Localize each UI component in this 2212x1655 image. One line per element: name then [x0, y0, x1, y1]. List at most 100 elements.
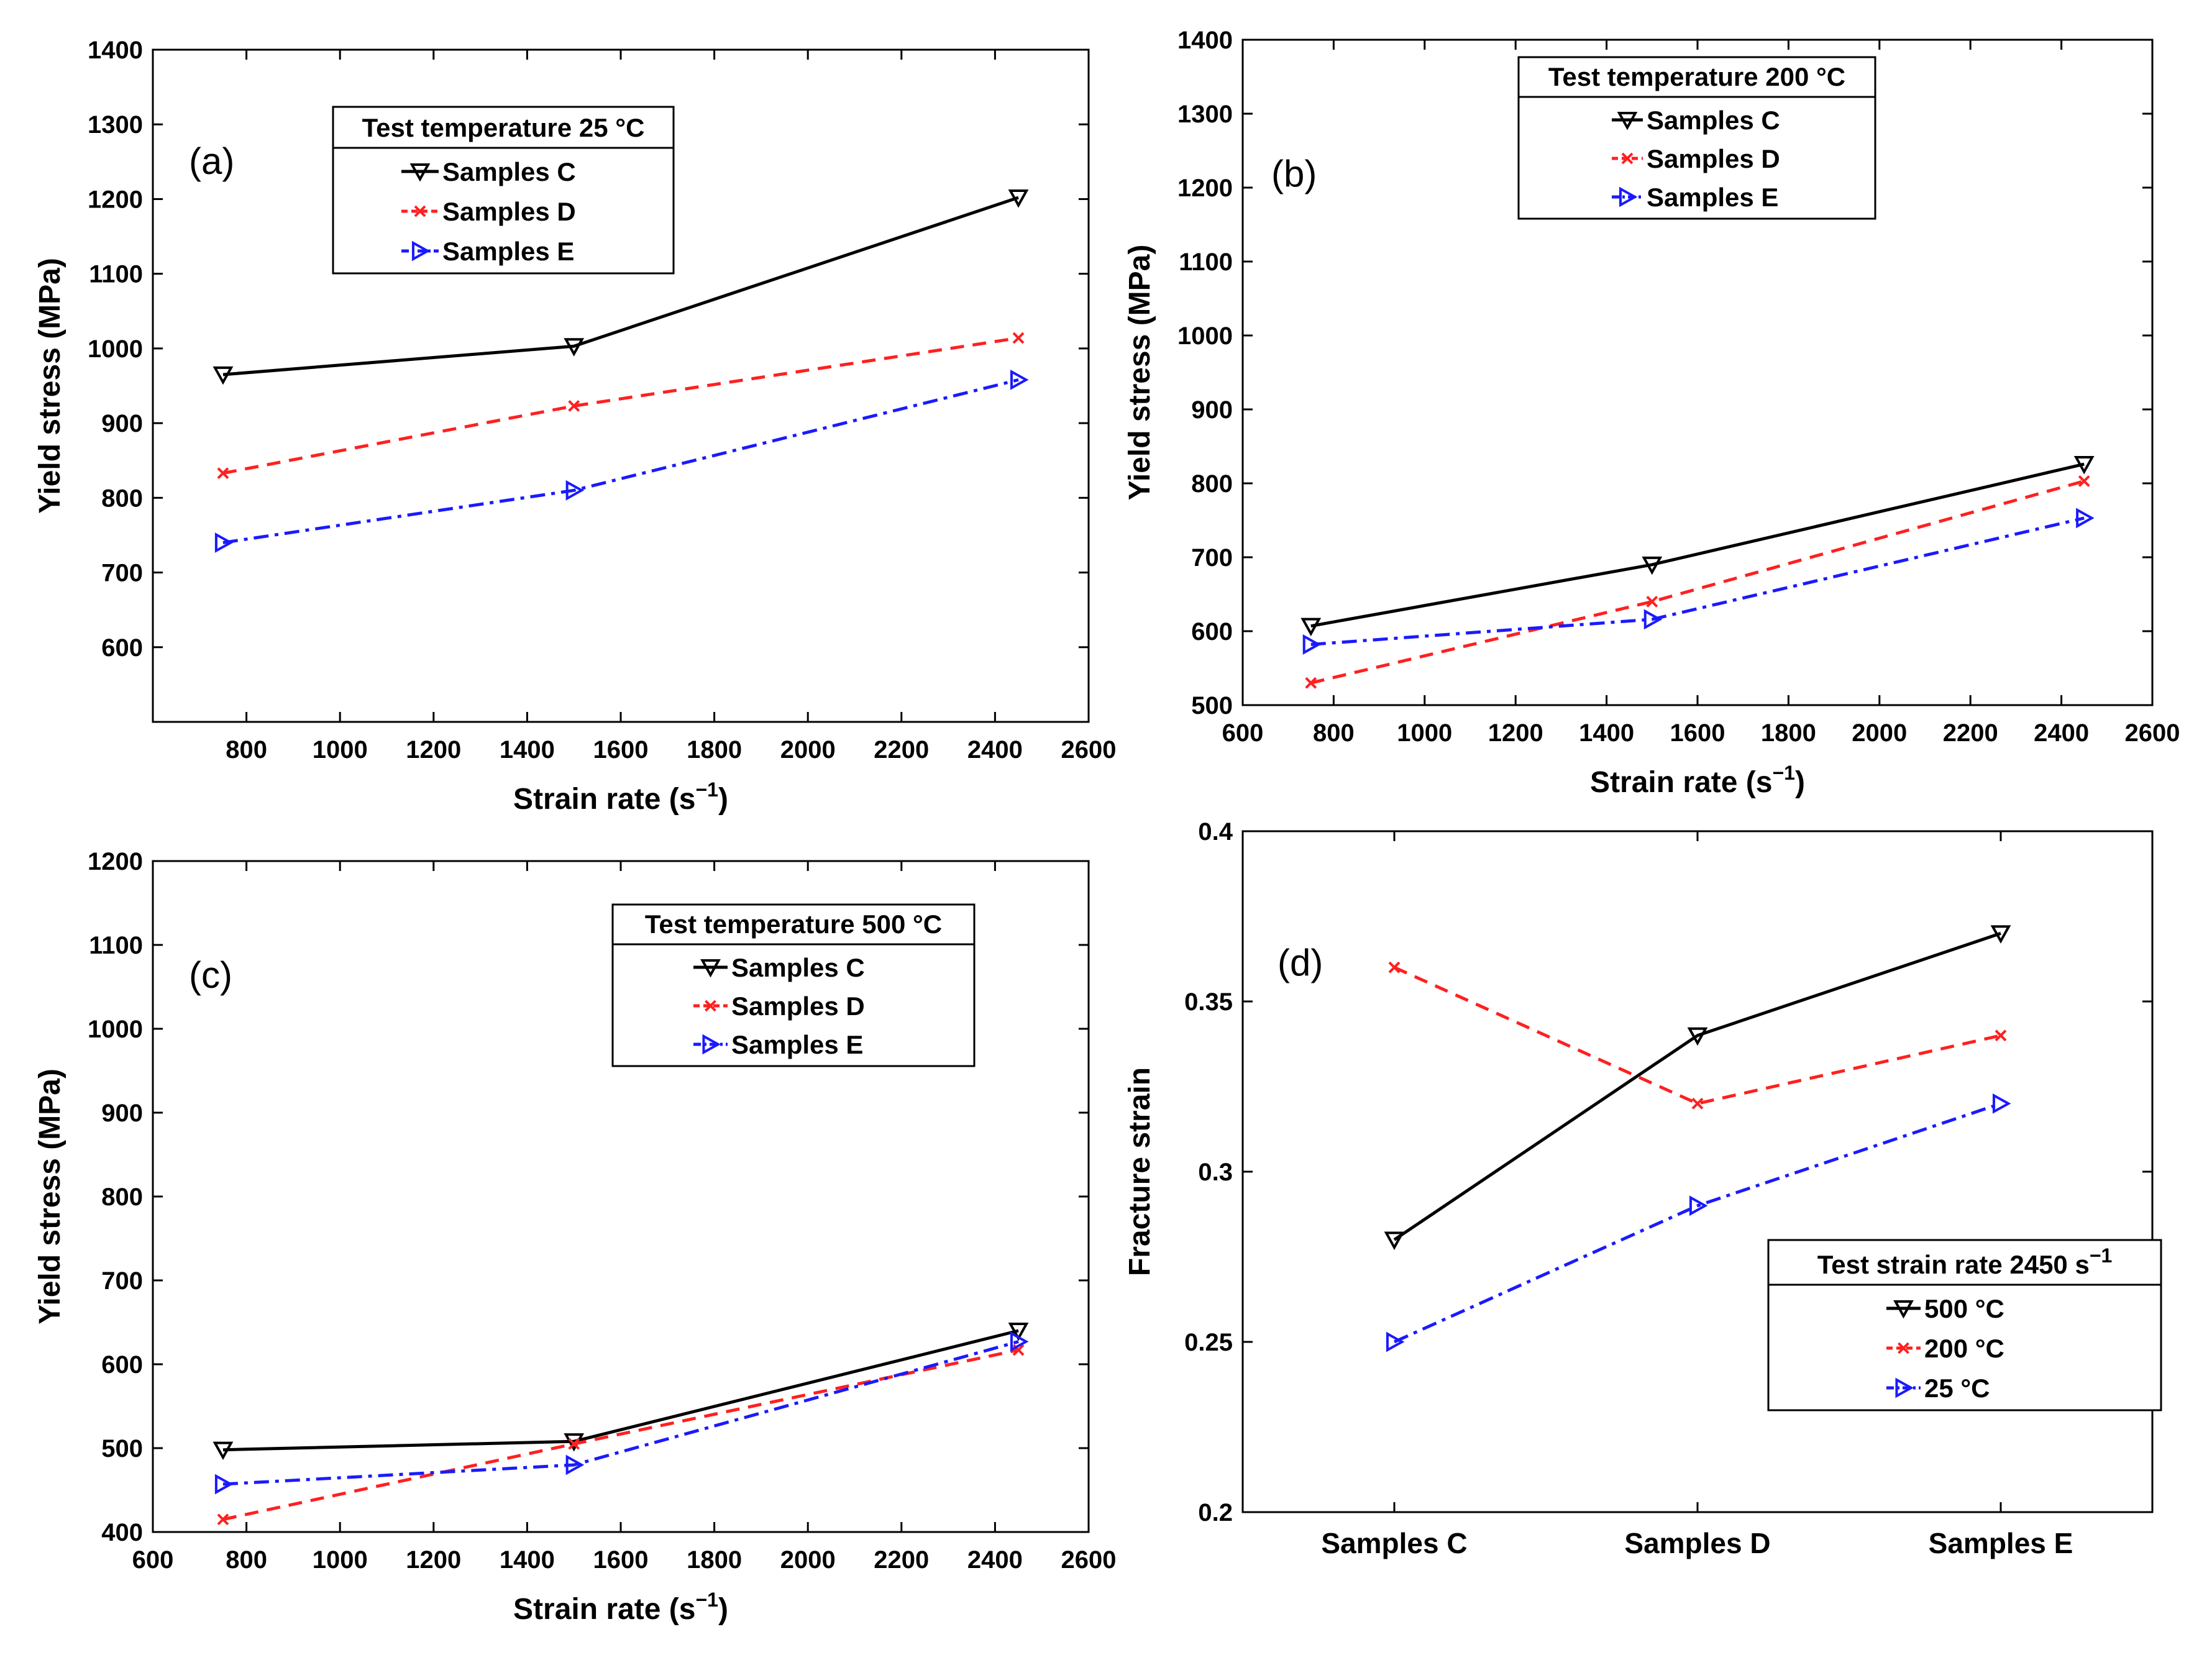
y-tick-label: 700: [101, 560, 143, 587]
data-point: [213, 366, 234, 385]
data-point: [565, 480, 585, 501]
y-tick-label: 1000: [88, 1016, 143, 1043]
data-point: [214, 532, 234, 553]
chart-panel-c: 400 500 600 700 800 900 1000 1100 1200 600 800 1000…: [34, 848, 1116, 1626]
data-point: [1992, 1093, 2011, 1114]
y-tick-label: 0.35: [1184, 988, 1233, 1016]
x-tick-label: Samples D: [1624, 1527, 1770, 1559]
legend: Test temperature 25 °C Samples C Samples D…: [332, 106, 675, 275]
panel-label: (c): [189, 954, 232, 996]
data-point: [1384, 1231, 1405, 1251]
x-tick-label: 1000: [1397, 719, 1452, 747]
x-tick-label: 2400: [2034, 719, 2089, 747]
x-tick-label: 1400: [1579, 719, 1634, 747]
x-tick-label: 800: [226, 1546, 267, 1574]
x-tick-label: 1600: [593, 736, 649, 764]
legend-title: Test strain rate 2450 s−1: [1817, 1244, 2113, 1279]
legend-swatch-marker: [702, 1034, 721, 1055]
data-point: [2076, 508, 2095, 529]
x-tick-label: 1600: [1670, 719, 1725, 747]
data-point: [213, 1441, 234, 1461]
y-tick-label: 800: [1191, 470, 1233, 498]
legend-item-label: 25 °C: [1924, 1374, 1990, 1403]
y-tick-label: 600: [1191, 618, 1233, 645]
y-tick-label: 400: [101, 1519, 143, 1546]
series-2: [214, 369, 1029, 553]
legend-swatch-marker: [700, 959, 721, 978]
y-tick-label: 0.3: [1198, 1159, 1233, 1186]
data-point: [568, 1438, 580, 1450]
x-tick-label: 2400: [967, 736, 1023, 764]
legend-item-label: 200 °C: [1924, 1334, 2004, 1363]
series-2: [1302, 508, 2095, 655]
legend-title: Test temperature 200 °C: [1548, 62, 1845, 91]
legend-swatch-marker: [1621, 152, 1634, 165]
y-tick-label: 1100: [89, 261, 143, 288]
x-tick-label: 600: [132, 1546, 174, 1574]
series-line: [1393, 965, 2001, 1105]
series-1: [1305, 475, 2090, 689]
chart-panel-d: 0.2 0.25 0.3 0.35 0.4 Samples C Samples D Sampl…: [1123, 818, 2162, 1559]
y-tick-label: 600: [101, 1351, 143, 1379]
y-tick-label: 1000: [1177, 322, 1233, 350]
data-point: [1300, 618, 1322, 637]
legend-swatch-marker: [414, 205, 426, 217]
x-tick-label: 2600: [2125, 719, 2180, 747]
data-point: [1008, 1322, 1029, 1341]
y-tick-label: 500: [101, 1435, 143, 1462]
legend-swatch-marker: [1893, 1300, 1914, 1319]
legend-title-text: Test strain rate 2450 s: [1817, 1250, 2090, 1279]
x-tick-label: 1200: [406, 736, 461, 764]
x-axis-label-superscript: −1: [695, 778, 718, 801]
legend-box: [1517, 56, 1876, 220]
data-point: [214, 1474, 234, 1495]
legend-box: [611, 903, 976, 1067]
data-point: [1990, 925, 2011, 944]
x-axis-label-superscript: −1: [695, 1589, 718, 1611]
x-tick-label: 600: [1222, 719, 1264, 747]
x-tick-label: 1800: [1761, 719, 1816, 747]
series-line: [1310, 480, 2085, 685]
x-axis-label: Strain rate (s−1): [513, 778, 728, 816]
legend-item-label: Samples E: [1647, 183, 1778, 212]
y-axis-label: Yield stress (MPa): [34, 1069, 66, 1324]
data-point: [1305, 677, 1317, 689]
data-point: [1012, 332, 1025, 344]
legend-box: [1767, 1239, 2162, 1411]
x-tick-label: 1000: [313, 1546, 368, 1574]
legend: Test strain rate 2450 s−1 500 °C 200 °C 25 …: [1767, 1239, 2162, 1411]
series-line: [222, 378, 1019, 544]
x-tick-label: 2600: [1061, 1546, 1117, 1574]
x-axis-label: Strain rate (s−1): [1590, 762, 1805, 799]
y-tick-label: 800: [101, 485, 143, 512]
legend-swatch-marker: [705, 1000, 716, 1012]
data-point: [1691, 1097, 1704, 1110]
x-axis-label-text: Strain rate (s: [513, 783, 695, 816]
series-line: [1310, 516, 2085, 646]
series-line: [1310, 462, 2085, 628]
x-axis-label-close: ): [1795, 766, 1805, 799]
y-tick-label: 800: [101, 1183, 143, 1211]
panel-label: (b): [1271, 153, 1317, 194]
data-point: [1386, 1331, 1405, 1352]
data-point: [1010, 369, 1029, 390]
x-tick-label: 1600: [593, 1546, 649, 1574]
y-axis-label: Fracture strain: [1123, 1067, 1156, 1276]
y-axis-label: Yield stress (MPa): [1123, 245, 1156, 501]
data-point: [565, 1454, 585, 1475]
x-tick-label: 800: [1313, 719, 1355, 747]
x-tick-label: 1200: [1488, 719, 1543, 747]
legend-item-label: Samples C: [1647, 106, 1780, 135]
panel-label: (d): [1277, 942, 1323, 983]
series-2: [214, 1331, 1029, 1495]
y-tick-label: 1300: [88, 111, 143, 139]
series-0: [1384, 925, 2011, 1251]
panel-label: (a): [189, 140, 234, 182]
x-tick-label: 1800: [687, 736, 742, 764]
y-tick-label: 1200: [88, 848, 143, 875]
series-2: [1386, 1093, 2011, 1352]
series-line: [222, 1329, 1019, 1452]
y-tick-label: 1400: [88, 37, 143, 64]
y-tick-label: 900: [101, 1100, 143, 1127]
